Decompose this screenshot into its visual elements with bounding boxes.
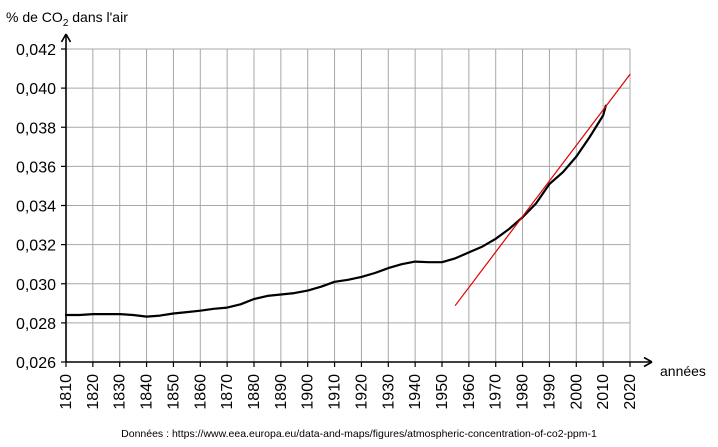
x-tick-label: 2000 <box>568 374 585 410</box>
x-tick-label: 1830 <box>112 374 129 410</box>
x-axis-title: années <box>660 363 706 379</box>
y-axis-arrow-icon <box>60 33 72 43</box>
y-tick-label: 0,026 <box>16 355 56 372</box>
x-tick-label: 2020 <box>622 374 639 410</box>
x-tick-label: 1930 <box>380 374 397 410</box>
x-tick-label: 1910 <box>327 374 344 410</box>
x-tick-label: 1850 <box>165 374 182 410</box>
x-tick-label: 1870 <box>219 374 236 410</box>
y-axis-title: % de CO2 dans l'air <box>6 9 128 29</box>
y-tick-label: 0,034 <box>16 199 56 216</box>
y-tick-label: 0,036 <box>16 159 56 176</box>
y-tick-labels: 0,026 0,028 0,030 0,032 0,034 0,036 0,038 0,040… <box>16 42 56 372</box>
x-tick-label: 1860 <box>192 374 209 410</box>
y-tick-label: 0,038 <box>16 120 56 137</box>
x-tick-label: 1970 <box>488 374 505 410</box>
y-tick-label: 0,030 <box>16 277 56 294</box>
x-tick-label: 1980 <box>515 374 532 410</box>
y-tick-label: 0,040 <box>16 81 56 98</box>
trend-line <box>454 73 631 306</box>
source-note: Données : https://www.eea.europa.eu/data… <box>121 428 597 440</box>
x-tick-label: 2010 <box>595 374 612 410</box>
x-tick-label: 1950 <box>434 374 451 410</box>
x-tick-label: 1960 <box>461 374 478 410</box>
co2-concentration-line <box>64 104 607 318</box>
x-tick-label: 1820 <box>85 374 102 410</box>
x-axis-arrow-icon <box>643 356 653 368</box>
grid <box>66 48 631 362</box>
x-tick-label: 1920 <box>353 374 370 410</box>
y-tick-label: 0,028 <box>16 316 56 333</box>
x-tick-labels: 1810 1820 1830 1840 1850 1860 1870 1880 1890 1900… <box>58 374 639 410</box>
axes <box>60 33 653 368</box>
x-tick-label: 1840 <box>139 374 156 410</box>
y-tick-label: 0,042 <box>16 42 56 59</box>
x-tick-label: 1880 <box>246 374 263 410</box>
x-tick-label: 1940 <box>407 374 424 410</box>
x-tick-label: 1810 <box>58 374 75 410</box>
x-tick-label: 1990 <box>541 374 558 410</box>
x-tick-label: 1890 <box>273 374 290 410</box>
series-layer <box>64 73 631 318</box>
x-tick-label: 1900 <box>300 374 317 410</box>
y-tick-label: 0,032 <box>16 238 56 255</box>
